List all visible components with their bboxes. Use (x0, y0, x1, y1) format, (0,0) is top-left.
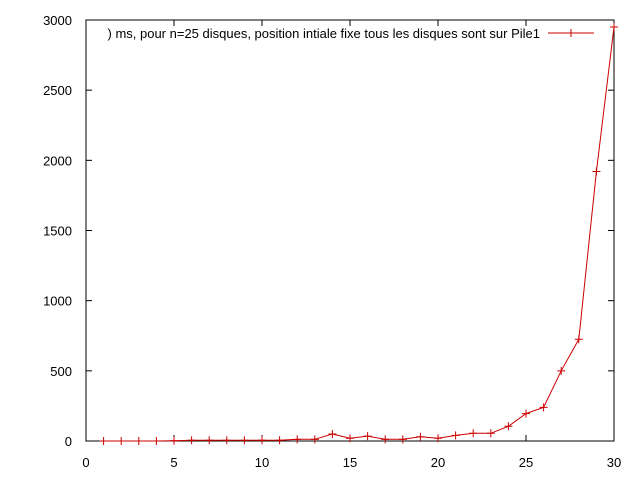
data-point (504, 422, 513, 431)
data-point (363, 432, 372, 441)
data-point (240, 436, 249, 445)
data-point (610, 23, 618, 32)
x-tick-label: 0 (82, 455, 89, 470)
data-point (486, 429, 495, 438)
x-tick-label: 15 (343, 455, 357, 470)
data-point (205, 436, 214, 445)
data-point (522, 409, 530, 418)
data-point (258, 436, 266, 445)
y-axis: 0 500 1000 1500 2000 2500 3000 (43, 13, 614, 449)
x-tick-label: 10 (255, 455, 269, 470)
data-point (152, 437, 161, 445)
data-point (275, 436, 284, 445)
data-point (574, 335, 583, 344)
data-point (557, 366, 566, 375)
x-tick-label: 5 (170, 455, 177, 470)
data-point (381, 435, 390, 444)
legend-marker (567, 29, 575, 37)
data-point (346, 434, 354, 443)
data-point (222, 436, 231, 445)
series-layer (99, 23, 618, 445)
data-point (170, 436, 178, 445)
y-tick-label: 1500 (43, 224, 72, 239)
data-point (328, 429, 337, 438)
legend-label: ) ms, pour n=25 disques, position intial… (108, 26, 541, 41)
data-point (469, 429, 478, 438)
data-point (434, 434, 442, 443)
data-point (310, 435, 319, 444)
data-point (451, 431, 460, 440)
legend: ) ms, pour n=25 disques, position intial… (108, 26, 594, 41)
y-tick-label: 2000 (43, 153, 72, 168)
y-tick-label: 3000 (43, 13, 72, 28)
y-tick-label: 1000 (43, 294, 72, 309)
y-tick-label: 2500 (43, 83, 72, 98)
x-tick-label: 20 (431, 455, 445, 470)
data-point (416, 432, 425, 441)
data-point (539, 403, 548, 412)
x-tick-label: 30 (607, 455, 621, 470)
data-point (134, 437, 143, 445)
data-point (398, 435, 407, 444)
x-tick-label: 25 (519, 455, 533, 470)
data-point (293, 435, 302, 444)
data-point (99, 437, 108, 445)
legend-marker-plus (567, 29, 575, 37)
y-tick-label: 0 (65, 434, 72, 449)
data-point (117, 437, 126, 445)
data-point (592, 167, 601, 176)
data-point (187, 436, 196, 445)
y-tick-label: 500 (50, 364, 72, 379)
